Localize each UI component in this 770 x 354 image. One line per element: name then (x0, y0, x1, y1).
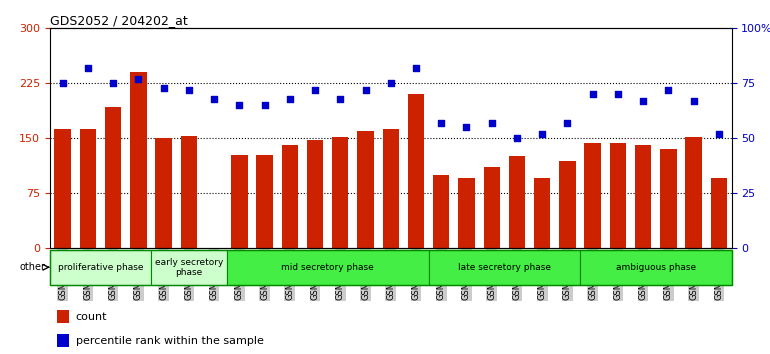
Point (107, 80, 119, 86)
Bar (509, 156, 525, 248)
Point (587, 91, 599, 97)
Point (460, 124, 473, 130)
Bar (50, 250, 151, 285)
Bar (130, 72, 146, 248)
Point (435, 120, 447, 126)
Point (82, 65, 94, 71)
Point (486, 120, 498, 126)
Point (511, 135, 523, 141)
Bar (711, 178, 727, 248)
Point (334, 96, 346, 101)
Point (182, 87, 195, 93)
Bar (584, 143, 601, 248)
Bar (660, 149, 677, 248)
Point (713, 131, 725, 137)
Point (233, 102, 246, 108)
Bar (57, 310, 69, 323)
Text: count: count (75, 312, 107, 322)
Point (637, 98, 649, 104)
Bar (685, 137, 701, 248)
Text: early secretory
phase: early secretory phase (155, 258, 223, 277)
Bar (151, 250, 226, 285)
Bar (156, 138, 172, 248)
Point (259, 102, 271, 108)
Bar (226, 250, 429, 285)
Bar (383, 129, 399, 248)
Point (612, 91, 624, 97)
Bar (282, 145, 298, 248)
Bar (55, 129, 71, 248)
Bar (231, 155, 247, 248)
Bar (429, 250, 580, 285)
Text: ambiguous phase: ambiguous phase (616, 263, 696, 272)
Bar (580, 250, 731, 285)
Bar (80, 129, 96, 248)
Bar (357, 131, 373, 248)
Bar (332, 137, 349, 248)
Text: proliferative phase: proliferative phase (58, 263, 143, 272)
Bar (408, 94, 424, 248)
Bar (559, 161, 576, 248)
Bar (57, 334, 69, 347)
Point (384, 80, 397, 86)
Point (688, 98, 700, 104)
Point (132, 76, 145, 82)
Point (56, 80, 69, 86)
Point (410, 65, 422, 71)
Text: other: other (19, 262, 45, 272)
Bar (458, 178, 474, 248)
Point (157, 85, 169, 90)
Bar (635, 145, 651, 248)
Bar (484, 167, 500, 248)
Point (561, 120, 574, 126)
Point (662, 87, 675, 93)
Bar (307, 139, 323, 248)
Point (208, 96, 220, 101)
Text: percentile rank within the sample: percentile rank within the sample (75, 336, 263, 346)
Bar (256, 155, 273, 248)
Bar (105, 107, 122, 248)
Text: GDS2052 / 204202_at: GDS2052 / 204202_at (50, 14, 188, 27)
Bar (433, 175, 450, 248)
Point (536, 131, 548, 137)
Point (283, 96, 296, 101)
Bar (534, 178, 551, 248)
Point (309, 87, 321, 93)
Point (360, 87, 372, 93)
Bar (610, 143, 626, 248)
Text: mid secretory phase: mid secretory phase (281, 263, 374, 272)
Text: late secretory phase: late secretory phase (458, 263, 551, 272)
Bar (181, 136, 197, 248)
